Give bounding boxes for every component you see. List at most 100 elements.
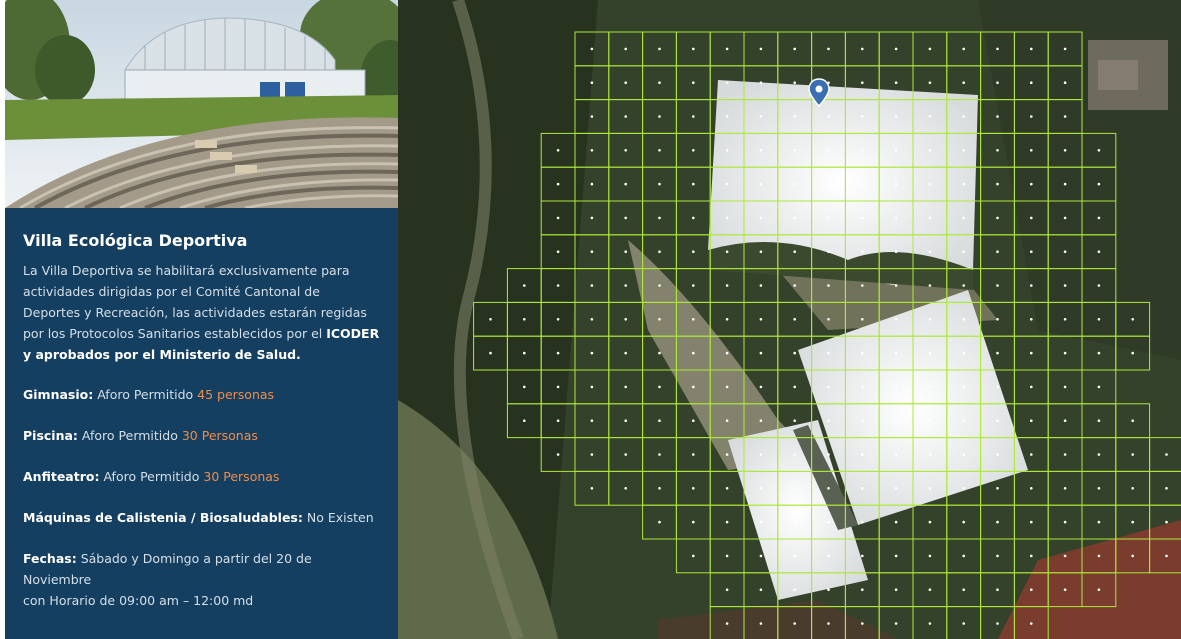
cell-dot [759,149,763,152]
cell-dot [1131,520,1134,524]
cell-dot [725,115,729,118]
cell-dot [793,453,796,456]
schedule: Fechas: Sábado y Domingo a partir del 20… [23,548,380,611]
cell-dot [1030,588,1033,591]
cell-dot [692,182,695,186]
grid-cell[interactable] [1149,538,1181,574]
grid-cell[interactable] [1115,335,1151,371]
cell-dot [827,284,830,287]
cell-dot [759,588,763,591]
cell-dot [928,81,932,84]
cell-dot [1030,182,1033,186]
cell-dot [658,149,661,152]
cell-dot [590,47,594,51]
cell-dot [658,115,661,118]
cell-dot [759,182,763,186]
venue-photo [5,0,398,208]
cell-dot [861,149,864,152]
cell-dot [725,385,729,389]
cell-dot [928,250,932,253]
cell-dot [725,149,729,152]
cell-dot [1063,149,1067,152]
cell-dot [692,149,695,152]
cell-dot [894,385,898,389]
cell-dot [894,149,898,152]
cell-dot [861,554,864,558]
cell-dot [725,588,729,591]
cell-dot [1030,419,1033,423]
cell-dot [894,216,898,220]
venue-info: Villa Ecológica Deportiva La Villa Depor… [5,208,398,639]
cell-dot [894,284,898,287]
cell-dot [759,47,763,51]
cell-dot [658,487,661,490]
satellite-map[interactable] [398,0,1181,639]
cell-dot [793,588,796,591]
cell-dot [1063,487,1067,490]
cell-dot [624,81,627,84]
cell-dot [692,453,695,456]
cell-dot [928,520,932,524]
cell-dot [793,216,796,220]
cell-dot [928,622,932,625]
cell-dot [996,115,999,118]
cell-dot [658,182,661,186]
cell-dot [861,588,864,591]
cell-dot [556,216,560,220]
grid-cell[interactable] [1013,606,1049,639]
cell-dot [793,284,796,287]
cell-dot [861,487,864,490]
cell-dot [894,182,898,186]
cell-dot [1030,351,1033,355]
cell-dot [894,47,898,51]
cell-dot [725,250,729,253]
cell-dot [759,622,763,625]
cell-dot [759,520,763,524]
grid-cell[interactable] [1081,572,1117,608]
cell-dot [962,115,965,118]
cell-dot [861,182,864,186]
description-text: La Villa Deportiva se habilitará exclusi… [23,263,367,341]
cell-dot [658,453,661,456]
cell-dot [894,318,898,321]
cell-dot [793,520,796,524]
cell-dot [1063,351,1067,355]
cell-dot [1063,182,1067,186]
cell-dot [725,318,729,321]
cell-dot [793,351,796,355]
map-pin-icon[interactable] [808,78,830,108]
cell-dot [1063,250,1067,253]
facility-anfiteatro: Anfiteatro: Aforo Permitido 30 Personas [23,466,380,487]
cell-dot [827,250,830,253]
cell-dot [861,47,864,51]
cell-dot [996,487,999,490]
cell-dot [523,284,526,287]
venue-description: La Villa Deportiva se habilitará exclusi… [23,260,380,365]
cell-dot [556,149,560,152]
cell-dot [725,47,729,51]
cell-dot [962,588,965,591]
cell-dot [793,487,796,490]
cell-dot [759,250,763,253]
cell-dot [827,520,830,524]
cell-dot [793,81,796,84]
cell-dot [1030,250,1033,253]
cell-dot [928,588,932,591]
cell-dot [894,115,898,118]
facility-text: Aforo Permitido [103,469,200,484]
cell-dot [1030,115,1033,118]
cell-dot [556,318,560,321]
cell-dot [793,47,796,51]
cell-dot [624,182,627,186]
cell-dot [1030,318,1033,321]
cell-dot [590,182,594,186]
cell-dot [1131,419,1134,423]
cell-dot [894,487,898,490]
cell-dot [1063,318,1067,321]
cell-dot [759,216,763,220]
cell-dot [827,351,830,355]
cell-dot [996,318,999,321]
cell-dot [962,81,965,84]
cell-dot [624,487,627,490]
cell-dot [827,115,830,118]
